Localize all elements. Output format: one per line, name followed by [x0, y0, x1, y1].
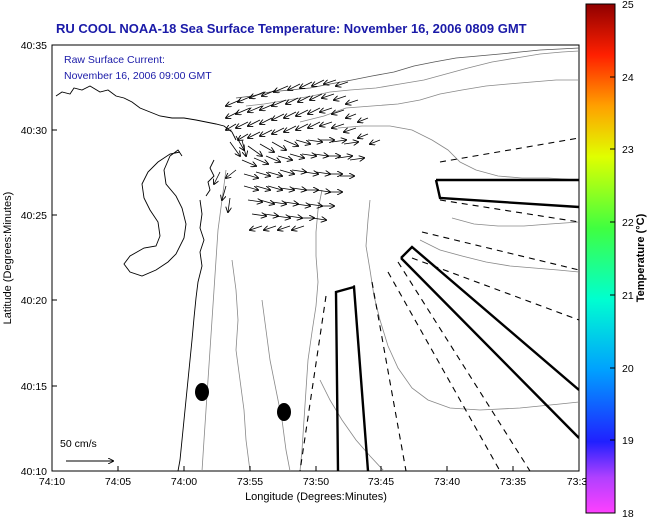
colorbar-tick-labels: 25 24 23 22 21 20 19 18: [622, 0, 634, 518]
y-tick-label: 40:20: [21, 295, 47, 307]
x-tick-label: 73:35: [500, 476, 526, 488]
colorbar-tick-label: 22: [622, 217, 634, 229]
colorbar-tick-label: 25: [622, 0, 634, 11]
x-tick-label: 74:00: [171, 476, 197, 488]
y-tick-label: 40:25: [21, 210, 47, 222]
y-tick-labels: 40:35 40:30 40:25 40:20 40:15 40:10: [21, 40, 47, 478]
buoy-marker: [277, 403, 291, 421]
colorbar-tick-label: 18: [622, 508, 634, 518]
nj-coast: [177, 199, 205, 471]
y-tick-label: 40:30: [21, 125, 47, 137]
axis-ticks: [51, 44, 514, 472]
x-tick-label: 73:45: [368, 476, 394, 488]
x-tick-label: 74:10: [39, 476, 65, 488]
figure-title: RU COOL NOAA-18 Sea Surface Temperature:…: [56, 21, 527, 36]
colorbar-tick-label: 24: [622, 72, 634, 84]
x-tick-label: 73:55: [237, 476, 263, 488]
current-vectors: [214, 80, 381, 230]
x-tick-label: 73:50: [303, 476, 329, 488]
colorbar-tick-label: 19: [622, 435, 634, 447]
y-tick-label: 40:15: [21, 381, 47, 393]
colorbar-tick-label: 23: [622, 144, 634, 156]
y-axis-label: Latitude (Degrees:Minutes): [2, 192, 14, 325]
scale-label: 50 cm/s: [60, 438, 97, 450]
colorbar-label: Temperature (°C): [635, 213, 647, 302]
y-tick-label: 40:10: [21, 466, 47, 478]
annotation-line2: November 16, 2006 09:00 GMT: [64, 70, 212, 82]
colorbar-ticks: [610, 3, 615, 514]
x-axis-label: Longitude (Degrees:Minutes): [245, 491, 387, 503]
colorbar-tick-label: 21: [622, 290, 634, 302]
colorbar: [585, 3, 616, 514]
plot-frame: [51, 44, 580, 472]
buoy-marker: [195, 383, 209, 401]
y-tick-label: 40:35: [21, 40, 47, 52]
coastline: [55, 85, 237, 277]
annotation-line1: Raw Surface Current:: [64, 54, 165, 66]
zone-polygons: [334, 178, 579, 471]
colorbar-tick-label: 20: [622, 363, 634, 375]
x-tick-label: 73:3: [567, 476, 588, 488]
x-tick-label: 73:40: [434, 476, 460, 488]
x-tick-label: 74:05: [105, 476, 131, 488]
x-tick-labels: 74:10 74:05 74:00 73:55 73:50 73:45 73:4…: [39, 476, 588, 488]
